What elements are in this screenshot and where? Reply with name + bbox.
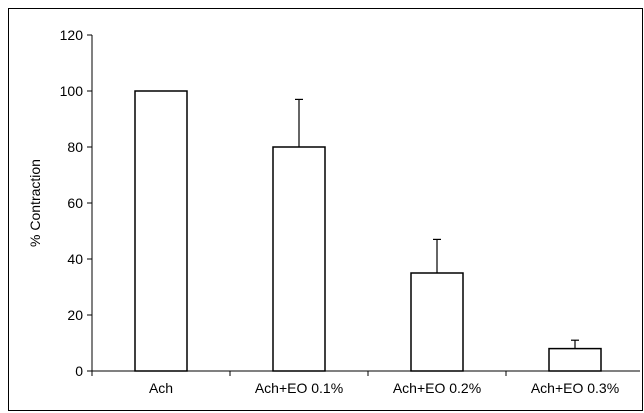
bar-2 <box>272 146 326 372</box>
y-axis-label: % Contraction <box>27 159 43 247</box>
bar-1 <box>134 90 188 372</box>
x-category-label: Ach <box>149 380 173 396</box>
x-category-label: Ach+EO 0.2% <box>393 380 481 396</box>
bar-4 <box>548 347 602 372</box>
y-tick-label: 80 <box>67 139 83 155</box>
x-category-label: Ach+EO 0.1% <box>255 380 343 396</box>
chart-border <box>8 8 643 411</box>
y-tick-label: 120 <box>60 27 84 43</box>
y-tick-label: 100 <box>60 83 84 99</box>
y-tick-label: 40 <box>67 251 83 267</box>
bar-3 <box>410 272 464 372</box>
y-tick-label: 20 <box>67 307 83 323</box>
plot-area: 0 20 40 60 80 100 120 Ach Ach+EO 0.1% Ach+EO 0.2%… <box>60 27 640 396</box>
y-tick-label: 0 <box>75 363 83 379</box>
x-category-label: Ach+EO 0.3% <box>531 380 619 396</box>
y-tick-label: 60 <box>67 195 83 211</box>
